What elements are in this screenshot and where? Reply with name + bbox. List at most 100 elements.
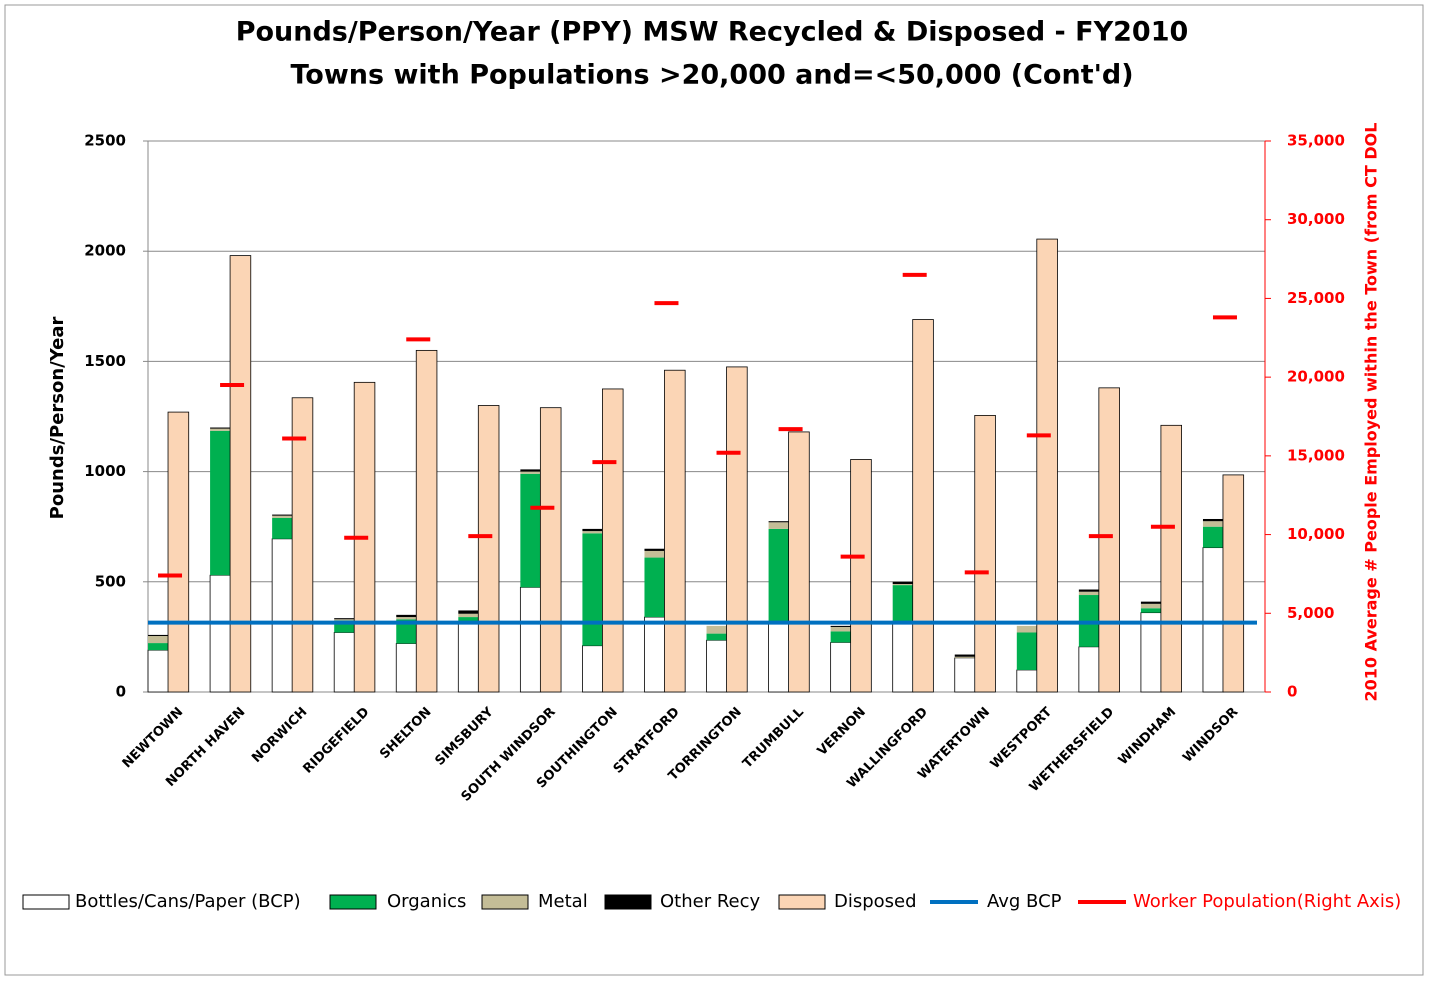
bar-segment [458, 610, 479, 614]
bar-segment [148, 634, 169, 637]
bar-segment [582, 531, 604, 534]
bar-segment [768, 521, 790, 523]
bar-segment [1202, 526, 1224, 548]
bar-segment [582, 645, 604, 693]
y2-tick-label: 15,000 [1287, 446, 1345, 464]
bar-segment [229, 255, 252, 693]
bar-segment [1078, 589, 1100, 592]
bar-segment [1016, 625, 1038, 633]
bar-segment [1078, 591, 1100, 596]
bar-segment [664, 369, 686, 693]
bar-segment [334, 618, 355, 620]
legend-label: Worker Population(Right Axis) [1133, 891, 1401, 912]
bar-segment [1016, 632, 1038, 670]
bar-segment [582, 533, 604, 646]
legend-swatch [329, 894, 377, 910]
y2-axis-label: 2010 Average # People Employed within th… [1362, 123, 1381, 702]
plot-area [147, 140, 1266, 693]
bar-segment [520, 471, 542, 474]
bar-segment [706, 633, 728, 641]
bar-segment [644, 548, 666, 551]
bar-segment [1160, 424, 1183, 693]
y-tick-label: 1500 [84, 352, 126, 370]
bar-segment [1202, 547, 1225, 693]
y2-tick-label: 25,000 [1287, 289, 1345, 307]
bar-segment [1222, 474, 1245, 693]
bar-segment [830, 626, 852, 632]
bar-segment [788, 431, 810, 693]
bar-segment [415, 349, 438, 693]
bar-segment [272, 515, 293, 518]
bar-segment [148, 636, 169, 644]
bar-segment [1098, 387, 1120, 693]
bar-segment [520, 469, 542, 472]
bar-segment [1140, 601, 1162, 604]
legend-label: Other Recy [660, 891, 760, 912]
bar-segment [477, 405, 500, 693]
bar-segment [539, 407, 562, 693]
bar-segment [396, 614, 417, 618]
bar-segment [1140, 603, 1162, 609]
legend-label: Organics [387, 891, 466, 912]
y2-tick-label: 10,000 [1287, 525, 1345, 543]
bar-segment [458, 617, 479, 622]
bar-segment [644, 616, 666, 693]
legend-label: Disposed [834, 891, 917, 912]
y-tick-label: 2000 [84, 242, 126, 260]
legend-swatch [604, 894, 652, 910]
bar-segment [209, 574, 232, 693]
bar-segment [1140, 608, 1162, 613]
bar-segment [706, 639, 728, 693]
y-tick-label: 0 [116, 683, 126, 701]
bar-segment [1202, 518, 1224, 522]
bar-segment [954, 654, 976, 657]
legend-label: Avg BCP [987, 891, 1062, 912]
bar-segment [830, 631, 852, 643]
bar-segment [644, 550, 666, 558]
bar-segment [210, 428, 231, 431]
legend-label: Bottles/Cans/Paper (BCP) [75, 891, 301, 912]
bar-segment [210, 430, 231, 576]
y2-tick-label: 20,000 [1287, 368, 1345, 386]
bar-segment [519, 586, 542, 693]
bar-segment [1016, 669, 1038, 693]
bar-segment [892, 585, 914, 622]
y2-tick-label: 0 [1287, 683, 1297, 701]
bar-segment [768, 621, 790, 693]
bar-segment [396, 619, 417, 644]
bar-segment [333, 632, 356, 693]
bar-segment [644, 557, 666, 618]
bar-segment [520, 473, 542, 588]
bar-segment [272, 517, 293, 539]
bar-segment [1202, 521, 1224, 527]
bar-segment [830, 625, 852, 627]
bar-segment [850, 459, 872, 693]
bar-segment [395, 643, 418, 693]
bar-segment [457, 621, 480, 693]
bar-segment [602, 388, 624, 693]
chart-subtitle: Towns with Populations >20,000 and=<50,0… [290, 60, 1133, 91]
bar-segment [1036, 238, 1058, 693]
chart-title: Pounds/Person/Year (PPY) MSW Recycled & … [236, 17, 1189, 48]
legend-swatch [778, 894, 826, 910]
bar-segment [726, 366, 748, 693]
bar-segment [830, 642, 852, 693]
bar-segment [147, 649, 170, 693]
bar-segment [706, 625, 728, 634]
legend-label: Metal [538, 891, 588, 912]
y-tick-label: 500 [95, 572, 126, 590]
bar-segment [272, 514, 293, 516]
bar-segment [334, 619, 355, 621]
bar-segment [768, 522, 790, 529]
y2-tick-label: 5,000 [1287, 604, 1334, 622]
bar-segment [210, 427, 231, 429]
bar-segment [954, 656, 976, 658]
bar-segment [892, 584, 914, 586]
y2-tick-label: 30,000 [1287, 210, 1345, 228]
bar-segment [892, 581, 914, 585]
y-tick-label: 2500 [84, 132, 126, 150]
bar-segment [954, 657, 976, 693]
bar-segment [974, 414, 996, 693]
bar-segment [1078, 646, 1100, 693]
bar-segment [582, 528, 604, 532]
